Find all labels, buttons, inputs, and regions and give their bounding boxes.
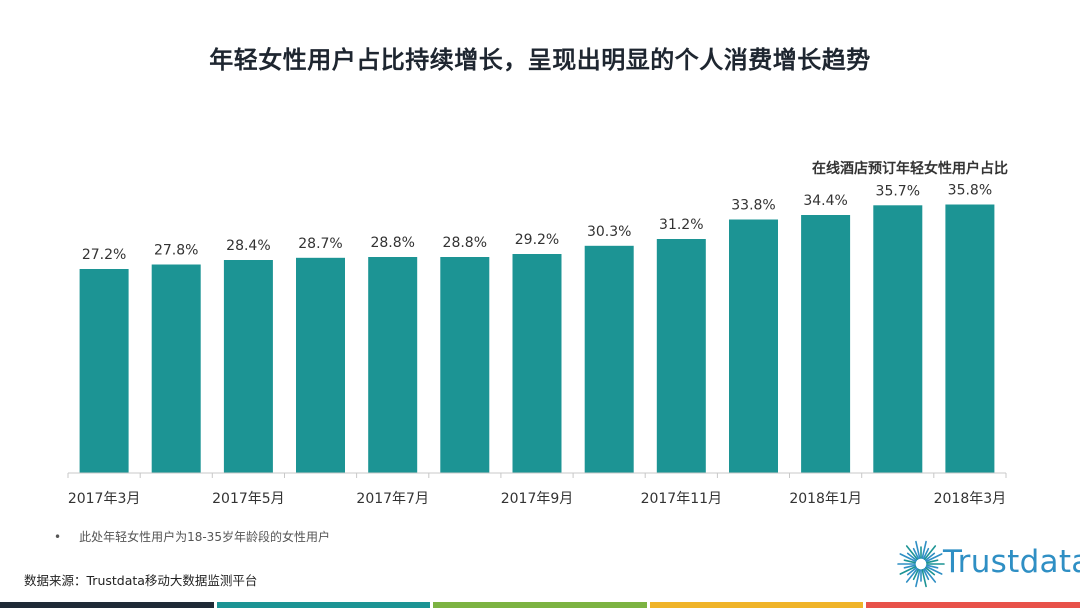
bar (801, 215, 851, 473)
color-strip-segment (216, 602, 431, 608)
bottom-color-strip (0, 602, 1080, 608)
sunburst-ray (921, 540, 927, 560)
value-label: 27.8% (154, 243, 198, 259)
x-tick-label: 2017年5月 (212, 491, 285, 507)
bar (368, 257, 418, 473)
bar (440, 257, 490, 473)
value-label: 35.7% (876, 183, 920, 199)
value-label: 35.8% (948, 183, 992, 199)
sunburst-ray (925, 553, 943, 563)
bar (296, 257, 345, 474)
sunburst-ray (912, 547, 920, 560)
bar (729, 219, 778, 473)
bar-group (79, 204, 995, 474)
value-label-group: 27.2% 27.8% 28.4% 28.7% 28.8% 28.8% 29.2% 30.3%… (82, 183, 992, 264)
sunburst-ray (924, 552, 936, 562)
bar (584, 245, 634, 474)
color-strip-segment (649, 602, 864, 608)
footnote-bullet: • (54, 530, 62, 544)
sunburst-ray (899, 553, 917, 563)
sunburst-ray (899, 565, 917, 575)
value-label: 28.8% (443, 235, 487, 251)
sunburst-icon (897, 540, 945, 588)
sunburst-ray (923, 545, 937, 561)
data-source: 数据来源：Trustdata移动大数据监测平台 (24, 573, 258, 588)
page-title: 年轻女性用户占比持续增长，呈现出明显的个人消费增长趋势 (209, 46, 871, 74)
sunburst-ray (923, 567, 937, 583)
bar (223, 260, 273, 473)
x-tick-label: 2017年9月 (501, 491, 574, 507)
bar (656, 239, 706, 473)
bar (79, 269, 129, 473)
color-strip-segment (433, 602, 647, 608)
sunburst-ray (925, 559, 939, 564)
sunburst-ray (903, 564, 917, 569)
trustdata-logo: Trustdata (893, 538, 1080, 590)
value-label: 27.2% (82, 247, 126, 263)
value-label: 28.4% (226, 238, 270, 254)
bar (945, 204, 995, 473)
bar-chart: 27.2% 27.8% 28.4% 28.7% 28.8% 28.8% 29.2% 30.3%… (67, 183, 1007, 507)
sunburst-ray (905, 545, 919, 561)
sunburst-ray (925, 564, 939, 569)
sunburst-ray (905, 567, 919, 583)
x-tick-label: 2017年11月 (641, 491, 722, 507)
value-label: 33.8% (731, 198, 775, 214)
x-tick-label: 2017年7月 (356, 491, 429, 507)
sunburst-ray (915, 568, 921, 588)
sunburst-ray (924, 566, 936, 576)
logo-text: Trustdata (943, 544, 1080, 580)
color-strip-segment (0, 602, 214, 608)
sunburst-ray (922, 568, 930, 581)
bar (873, 205, 923, 474)
sunburst-ray (906, 552, 918, 562)
x-tick-label: 2018年1月 (789, 491, 862, 507)
x-tick-label: 2017年3月 (68, 491, 141, 507)
sunburst-ray (912, 568, 920, 581)
chart-title: 在线酒店预订年轻女性用户占比 (812, 161, 1008, 177)
x-axis-label-group: 2017年3月 2017年5月 2017年7月 2017年9月 2017年11月 2018… (68, 491, 1006, 507)
x-tick-label: 2018年3月 (934, 491, 1007, 507)
value-label: 28.8% (370, 235, 414, 251)
value-label: 30.3% (587, 224, 631, 240)
bar (151, 264, 201, 473)
value-label: 34.4% (803, 193, 847, 209)
value-label: 28.7% (298, 236, 342, 252)
color-strip-segment (866, 602, 1080, 608)
sunburst-ray (925, 565, 943, 575)
value-label: 31.2% (659, 217, 703, 233)
bar (512, 254, 562, 473)
sunburst-ray (922, 547, 930, 560)
value-label: 29.2% (515, 232, 559, 248)
sunburst-ray (906, 566, 918, 576)
sunburst-ray (921, 568, 927, 588)
footnote: • 此处年轻女性用户为18-35岁年龄段的女性用户 (54, 528, 330, 545)
sunburst-ray (915, 540, 921, 560)
x-axis-ticks (67, 473, 1007, 478)
footnote-text: 此处年轻女性用户为18-35岁年龄段的女性用户 (79, 530, 330, 544)
sunburst-ray (903, 559, 917, 564)
